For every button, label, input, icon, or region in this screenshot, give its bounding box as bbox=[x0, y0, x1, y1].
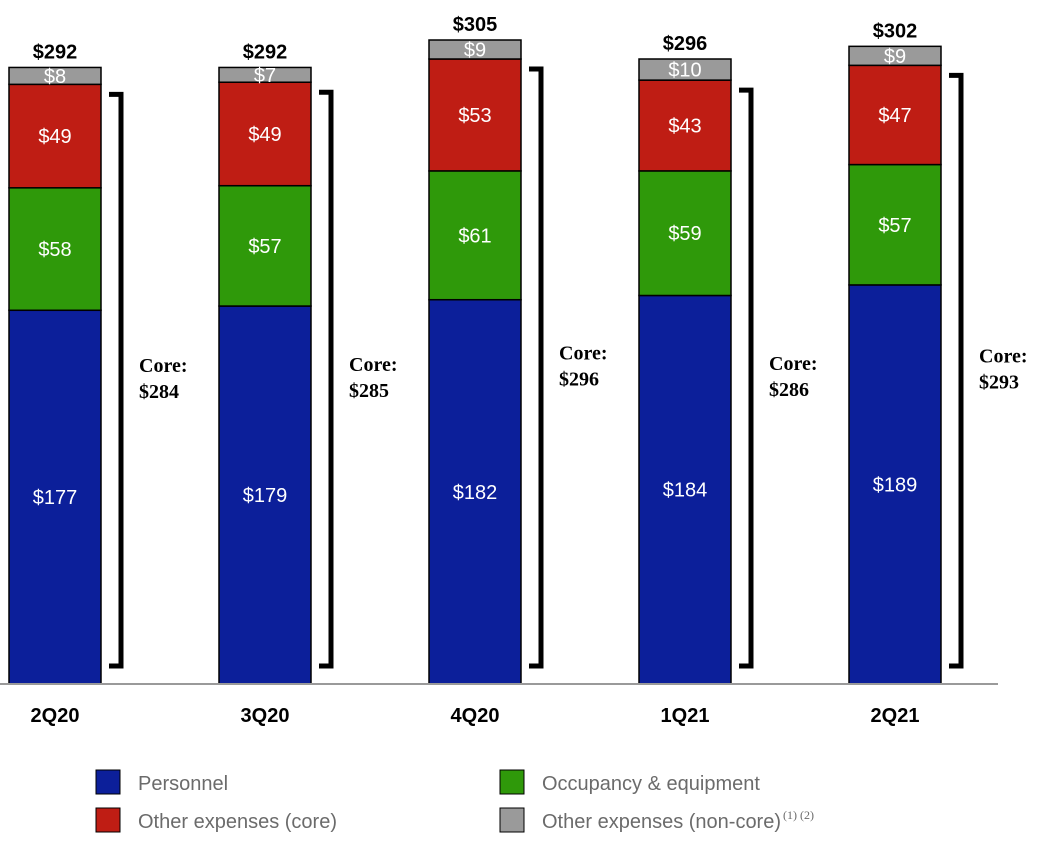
bar-segment bbox=[428, 170, 522, 301]
core-value-label: $285 bbox=[349, 380, 389, 402]
legend-label: Personnel bbox=[138, 773, 228, 795]
bar-value-label: $9 bbox=[464, 40, 486, 62]
legend-swatch bbox=[499, 769, 525, 795]
x-tick-label: 4Q20 bbox=[451, 705, 500, 727]
core-bracket bbox=[739, 87, 754, 669]
bar-value-label: $43 bbox=[668, 116, 701, 138]
bar-segment bbox=[8, 187, 102, 312]
bar-segment bbox=[218, 184, 312, 307]
bar-value-label: $61 bbox=[458, 225, 491, 247]
legend-label: Occupancy & equipment bbox=[542, 773, 760, 795]
bar-segment bbox=[428, 39, 522, 60]
bar-value-label: $49 bbox=[38, 126, 71, 148]
bar-value-label: $53 bbox=[458, 105, 491, 127]
core-bracket bbox=[529, 66, 544, 669]
core-brackets-layer: Core: $284 Core: $285 Core: $296 Core: $286 Core… bbox=[109, 66, 1028, 669]
bar-value-label: $7 bbox=[254, 65, 276, 87]
legend-label: Other expenses (core) bbox=[138, 811, 337, 833]
bar-value-label: $184 bbox=[663, 480, 708, 502]
bars-layer: $177$58$49$8$292$179$57$49$7$292$182$61$… bbox=[8, 14, 942, 685]
core-label: Core: bbox=[349, 354, 398, 376]
bar-value-label: $57 bbox=[248, 236, 281, 258]
core-value-label: $286 bbox=[769, 379, 809, 401]
core-bracket bbox=[319, 89, 334, 669]
bar-segment bbox=[218, 66, 312, 83]
bar-value-label: $9 bbox=[884, 46, 906, 68]
bar-value-label: $177 bbox=[33, 487, 78, 509]
bar-value-label: $189 bbox=[873, 474, 918, 496]
core-value-label: $293 bbox=[979, 372, 1019, 394]
bar-total-label: $305 bbox=[453, 14, 498, 36]
legend-label: Other expenses (non-core) (1) (2) bbox=[542, 808, 814, 833]
bar-segment bbox=[8, 309, 102, 685]
core-value-label: $296 bbox=[559, 369, 599, 391]
core-label: Core: bbox=[769, 353, 818, 375]
core-bracket bbox=[109, 91, 124, 669]
bar-segment bbox=[218, 305, 312, 685]
x-tick-label: 2Q21 bbox=[871, 705, 920, 727]
core-label: Core: bbox=[979, 346, 1028, 368]
x-tick-label: 3Q20 bbox=[241, 705, 290, 727]
core-value-label: $284 bbox=[139, 381, 179, 403]
bar-segment bbox=[218, 81, 312, 187]
bar-segment bbox=[638, 294, 732, 685]
x-tick-labels: 2Q20 3Q20 4Q20 1Q21 2Q21 bbox=[31, 705, 920, 727]
bar-segment bbox=[638, 79, 732, 172]
legend-footnote-marker: (1) (2) bbox=[783, 808, 814, 822]
bar-total-label: $292 bbox=[33, 41, 78, 63]
bar-value-label: $58 bbox=[38, 239, 71, 261]
legend-swatch bbox=[499, 807, 525, 833]
bar-value-label: $10 bbox=[668, 60, 701, 82]
bar-segment bbox=[848, 163, 942, 286]
bar-value-label: $182 bbox=[453, 482, 498, 504]
bar-segment bbox=[8, 66, 102, 86]
bar-segment bbox=[848, 45, 942, 67]
core-label: Core: bbox=[139, 355, 188, 377]
bar-value-label: $8 bbox=[44, 66, 66, 88]
x-tick-label: 1Q21 bbox=[661, 705, 710, 727]
bar-value-label: $57 bbox=[878, 215, 911, 237]
x-tick-label: 2Q20 bbox=[31, 705, 80, 727]
bar-value-label: $47 bbox=[878, 105, 911, 127]
bar-value-label: $179 bbox=[243, 485, 288, 507]
bar-segment bbox=[848, 64, 942, 166]
legend-swatch bbox=[95, 769, 121, 795]
bar-total-label: $296 bbox=[663, 33, 708, 55]
legend-swatch bbox=[95, 807, 121, 833]
bar-segment bbox=[428, 298, 522, 685]
bar-total-label: $302 bbox=[873, 20, 918, 42]
bar-segment bbox=[428, 58, 522, 172]
core-label: Core: bbox=[559, 343, 608, 365]
core-bracket bbox=[949, 72, 964, 669]
bar-total-label: $292 bbox=[243, 41, 288, 63]
bar-value-label: $49 bbox=[248, 124, 281, 146]
bar-segment bbox=[638, 58, 732, 81]
legend: Personnel Occupancy & equipment Other expe… bbox=[95, 769, 814, 833]
bar-value-label: $59 bbox=[668, 223, 701, 245]
